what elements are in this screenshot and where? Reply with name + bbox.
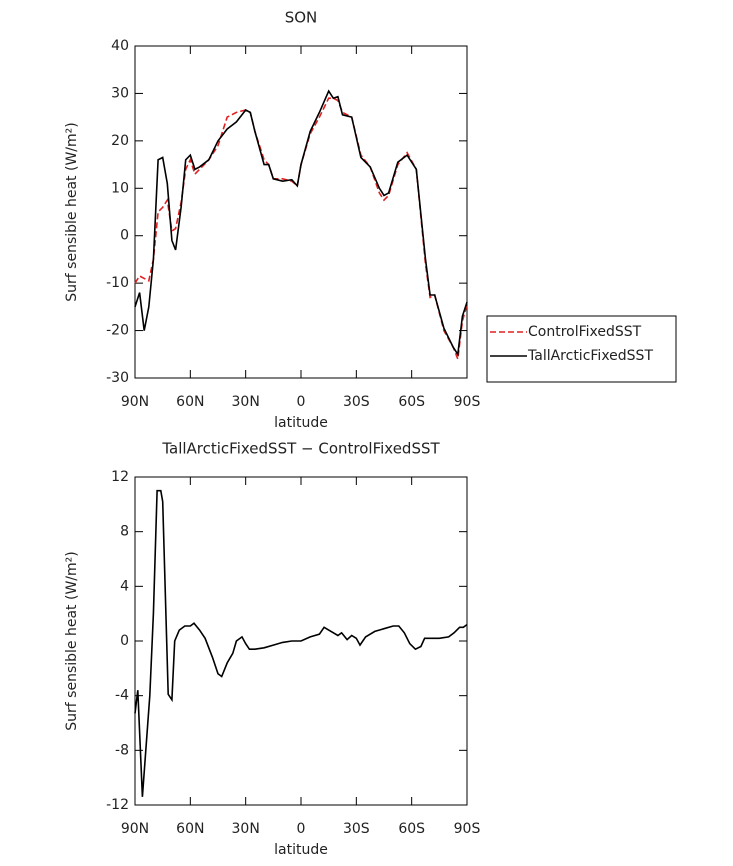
- x-tick-label: 90S: [454, 394, 481, 410]
- y-tick-label: -30: [106, 370, 129, 386]
- x-axis-label: latitude: [274, 842, 328, 858]
- y-tick-label: 20: [111, 133, 129, 149]
- x-tick-label: 60S: [398, 394, 425, 410]
- y-tick-label: -20: [106, 323, 129, 339]
- data-line: [134, 97, 468, 360]
- y-tick-label: 8: [120, 524, 129, 540]
- y-tick-label: -12: [106, 797, 129, 813]
- y-tick-label: 0: [120, 633, 129, 649]
- x-tick-label: 60S: [398, 821, 425, 837]
- x-tick-label: 90S: [454, 821, 481, 837]
- x-tick-label: 30S: [343, 821, 370, 837]
- y-tick-label: 0: [120, 228, 129, 244]
- y-tick-label: 4: [120, 578, 129, 594]
- y-axis-label: Surf sensible heat (W/m²): [64, 551, 80, 730]
- chart-title: TallArcticFixedSST − ControlFixedSST: [161, 440, 440, 458]
- x-tick-label: 90N: [121, 821, 149, 837]
- y-axis-label: Surf sensible heat (W/m²): [64, 122, 80, 301]
- x-tick-label: 30S: [343, 394, 370, 410]
- x-tick-label: 60N: [176, 821, 204, 837]
- plot-frame: [134, 45, 468, 379]
- legend-label: ControlFixedSST: [528, 324, 642, 340]
- y-tick-label: -4: [115, 688, 129, 704]
- x-tick-label: 30N: [232, 394, 260, 410]
- legend-label: TallArcticFixedSST: [527, 348, 653, 364]
- y-tick-label: -10: [106, 275, 129, 291]
- y-tick-label: 40: [111, 38, 129, 54]
- y-tick-label: 30: [111, 85, 129, 101]
- x-tick-label: 30N: [232, 821, 260, 837]
- x-tick-label: 60N: [176, 394, 204, 410]
- legend-box: [486, 315, 677, 383]
- y-tick-label: 12: [111, 469, 129, 485]
- y-tick-label: 10: [111, 180, 129, 196]
- x-tick-label: 0: [297, 821, 306, 837]
- chart-title: SON: [285, 9, 318, 27]
- x-tick-label: 0: [297, 394, 306, 410]
- y-tick-label: -8: [115, 742, 129, 758]
- x-axis-label: latitude: [274, 415, 328, 431]
- data-line: [134, 489, 468, 797]
- x-tick-label: 90N: [121, 394, 149, 410]
- data-line: [134, 89, 468, 357]
